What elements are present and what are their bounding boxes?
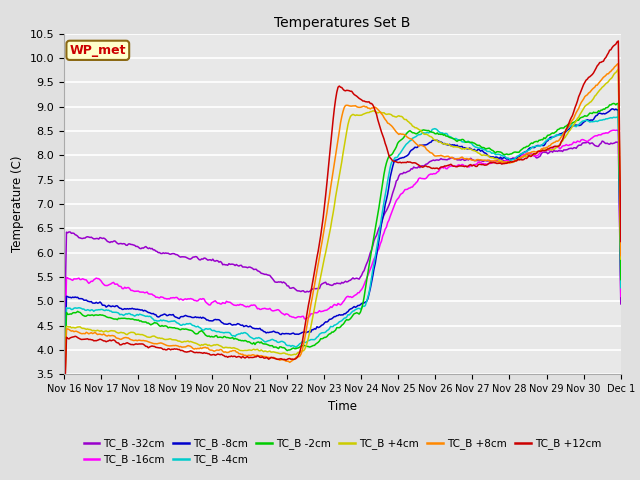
X-axis label: Time: Time xyxy=(328,400,357,413)
Text: WP_met: WP_met xyxy=(70,44,126,57)
Legend: TC_B -32cm, TC_B -16cm, TC_B -8cm, TC_B -4cm, TC_B -2cm, TC_B +4cm, TC_B +8cm, T: TC_B -32cm, TC_B -16cm, TC_B -8cm, TC_B … xyxy=(79,434,605,469)
Title: Temperatures Set B: Temperatures Set B xyxy=(274,16,411,30)
Y-axis label: Temperature (C): Temperature (C) xyxy=(11,156,24,252)
